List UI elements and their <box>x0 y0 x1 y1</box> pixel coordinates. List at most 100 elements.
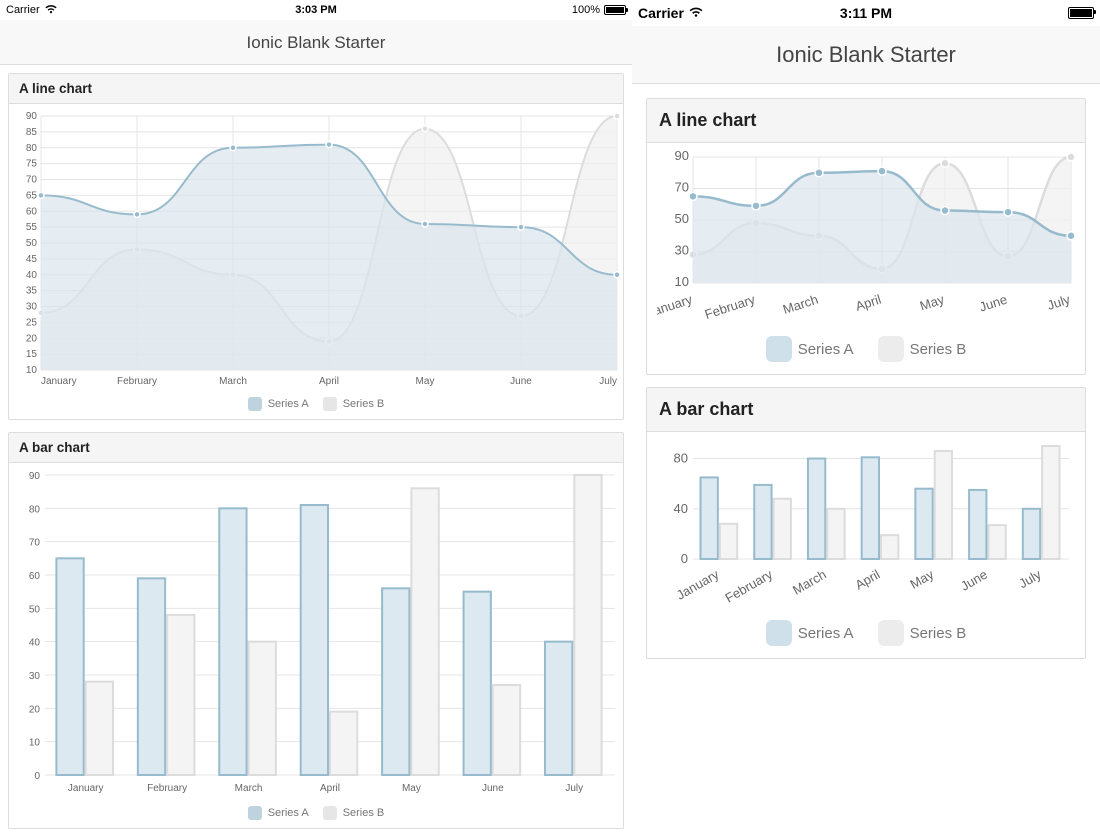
svg-text:40: 40 <box>26 270 38 281</box>
svg-text:July: July <box>1016 566 1044 591</box>
svg-text:35: 35 <box>26 286 38 297</box>
svg-text:45: 45 <box>26 254 38 265</box>
chart-legend: Series A Series B <box>657 620 1075 646</box>
svg-text:July: July <box>599 376 617 387</box>
svg-text:March: March <box>235 783 263 794</box>
legend-label: Series A <box>798 625 854 642</box>
legend-label: Series A <box>268 807 309 819</box>
legend-swatch-icon <box>766 620 792 646</box>
page-title: Ionic Blank Starter <box>776 42 956 67</box>
svg-text:20: 20 <box>26 333 38 344</box>
svg-text:February: February <box>723 566 776 605</box>
legend-swatch-icon <box>248 397 262 411</box>
svg-text:0: 0 <box>34 771 40 782</box>
card-header: A line chart <box>9 74 623 104</box>
svg-text:30: 30 <box>675 243 689 258</box>
legend-item: Series A <box>766 336 854 362</box>
device-pane-right: Carrier 3:11 PM Ionic Blank Starter A li… <box>632 0 1100 838</box>
legend-item: Series A <box>248 806 309 820</box>
legend-swatch-icon <box>766 336 792 362</box>
card-header: A line chart <box>647 99 1085 143</box>
card-header: A bar chart <box>9 433 623 463</box>
svg-text:70: 70 <box>26 175 38 186</box>
clock: 3:03 PM <box>0 4 632 16</box>
svg-text:30: 30 <box>26 302 38 313</box>
legend-label: Series B <box>910 341 967 358</box>
svg-text:January: January <box>68 783 104 794</box>
chart-legend: Series A Series B <box>17 806 615 820</box>
card-line-chart: A line chart 101520253035404550556065707… <box>8 73 624 420</box>
legend-swatch-icon <box>878 620 904 646</box>
svg-text:April: April <box>319 376 339 387</box>
svg-text:90: 90 <box>29 471 41 482</box>
svg-text:May: May <box>416 376 435 387</box>
battery-icon <box>1068 7 1094 19</box>
bar-chart: 0102030405060708090JanuaryFebruaryMarchA… <box>17 469 615 804</box>
legend-item: Series A <box>766 620 854 646</box>
clock: 3:11 PM <box>632 5 1100 21</box>
svg-text:February: February <box>703 291 758 321</box>
svg-text:March: March <box>781 292 820 317</box>
svg-text:60: 60 <box>29 571 41 582</box>
svg-text:40: 40 <box>674 501 688 516</box>
legend-item: Series B <box>878 620 967 646</box>
card-header: A bar chart <box>647 388 1085 432</box>
svg-text:July: July <box>1045 291 1072 313</box>
svg-text:April: April <box>320 783 340 794</box>
svg-text:65: 65 <box>26 190 38 201</box>
svg-text:50: 50 <box>26 238 38 249</box>
legend-item: Series A <box>248 397 309 411</box>
svg-text:30: 30 <box>29 671 41 682</box>
card-bar-chart: A bar chart 04080JanuaryFebruaryMarchApr… <box>646 387 1086 659</box>
svg-text:July: July <box>565 783 583 794</box>
legend-swatch-icon <box>248 806 262 820</box>
svg-text:80: 80 <box>29 504 41 515</box>
svg-text:90: 90 <box>26 111 38 122</box>
legend-label: Series B <box>343 398 385 410</box>
navbar: Ionic Blank Starter <box>0 20 632 65</box>
svg-text:March: March <box>790 567 829 598</box>
legend-label: Series A <box>268 398 309 410</box>
legend-item: Series B <box>323 397 385 411</box>
svg-text:0: 0 <box>681 551 688 566</box>
legend-item: Series B <box>323 806 385 820</box>
svg-text:April: April <box>854 292 883 314</box>
battery-icon <box>604 5 626 15</box>
card-bar-chart: A bar chart 0102030405060708090JanuaryFe… <box>8 432 624 829</box>
svg-text:March: March <box>219 376 247 387</box>
svg-text:70: 70 <box>29 538 41 549</box>
svg-text:55: 55 <box>26 222 38 233</box>
legend-label: Series B <box>343 807 385 819</box>
chart-legend: Series A Series B <box>17 397 615 411</box>
svg-text:February: February <box>117 376 157 387</box>
legend-swatch-icon <box>323 397 337 411</box>
svg-text:50: 50 <box>29 604 41 615</box>
svg-text:85: 85 <box>26 127 38 138</box>
svg-text:January: January <box>657 291 694 320</box>
svg-text:May: May <box>918 291 946 313</box>
svg-text:February: February <box>147 783 187 794</box>
status-bar: Carrier 3:03 PM 100% <box>0 0 632 20</box>
line-chart: 1015202530354045505560657075808590Januar… <box>17 110 615 395</box>
chart-legend: Series A Series B <box>657 336 1075 362</box>
svg-text:May: May <box>907 566 936 592</box>
line-chart: 10 30 50 70 90 January February March April May Ju… <box>657 151 1075 326</box>
legend-swatch-icon <box>878 336 904 362</box>
svg-text:75: 75 <box>26 159 38 170</box>
svg-text:15: 15 <box>26 349 38 360</box>
svg-text:90: 90 <box>675 151 689 163</box>
svg-text:40: 40 <box>29 638 41 649</box>
svg-text:10: 10 <box>675 274 689 289</box>
svg-text:June: June <box>482 783 504 794</box>
svg-text:50: 50 <box>675 211 689 226</box>
svg-text:10: 10 <box>29 738 41 749</box>
device-pane-left: Carrier 3:03 PM 100% Ionic Blank Starter… <box>0 0 632 838</box>
page-title: Ionic Blank Starter <box>247 33 386 52</box>
svg-text:10: 10 <box>26 365 38 376</box>
svg-text:January: January <box>41 376 77 387</box>
svg-text:May: May <box>402 783 421 794</box>
svg-text:June: June <box>958 567 990 594</box>
svg-text:70: 70 <box>675 180 689 195</box>
svg-text:80: 80 <box>674 451 688 466</box>
svg-text:60: 60 <box>26 206 38 217</box>
